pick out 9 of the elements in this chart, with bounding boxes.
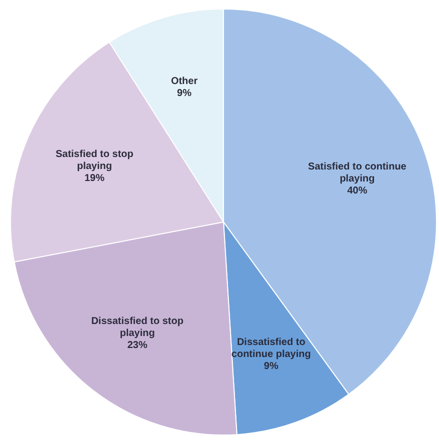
slice-label: Satisfied to stop playing — [56, 148, 134, 172]
data-label: 40% — [347, 185, 368, 196]
data-label: 9% — [264, 361, 278, 372]
slice-label: Other — [170, 76, 198, 87]
slice-label: Dissatisfied to stop playing — [91, 316, 184, 339]
data-label: 23% — [127, 340, 148, 351]
data-label: 19% — [84, 172, 105, 184]
slice-label: Satisfied to continue playing — [308, 161, 407, 184]
data-label: 9% — [177, 88, 192, 99]
